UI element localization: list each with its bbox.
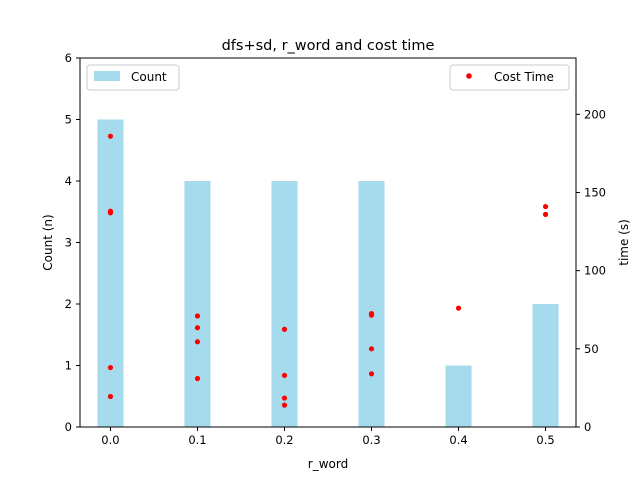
cost-time-point — [455, 305, 462, 311]
cost-time-point — [194, 339, 201, 345]
cost-time-point — [281, 402, 288, 408]
x-axis-ticks: 0.0 0.1 0.2 0.3 0.4 0.5 — [101, 427, 555, 447]
count-bar — [445, 365, 472, 427]
cost-time-point — [194, 375, 201, 382]
y-left-axis-ticks: 0 1 2 3 4 5 6 — [65, 51, 80, 434]
cost-time-point — [107, 393, 114, 400]
x-tick-label: 0.3 — [362, 433, 380, 447]
cost-time-point — [281, 395, 288, 401]
chart-title: dfs+sd, r_word and cost time — [222, 38, 435, 54]
y-right-tick-label: 50 — [584, 342, 599, 356]
legend-count-swatch — [94, 71, 120, 81]
y-left-tick-label: 0 — [65, 420, 72, 434]
cost-time-point — [368, 312, 375, 318]
y-right-axis-label: time (s) — [617, 219, 631, 266]
legend-count: Count — [86, 64, 180, 91]
cost-time-point — [107, 133, 114, 139]
legend-count-label: Count — [131, 70, 167, 84]
y-left-tick-label: 6 — [65, 51, 72, 65]
y-right-axis-ticks: 0 50 100 150 200 — [576, 107, 606, 434]
y-left-axis-label: Count (n) — [41, 214, 55, 270]
cost-time-point — [542, 211, 549, 217]
x-tick-label: 0.1 — [188, 433, 206, 447]
x-tick-label: 0.2 — [275, 433, 293, 447]
count-bar — [271, 181, 298, 427]
count-bar — [358, 181, 385, 427]
count-bar — [184, 181, 211, 427]
x-tick-label: 0.4 — [449, 433, 467, 447]
y-left-tick-label: 3 — [65, 236, 72, 250]
legend-cost-time: Cost Time — [449, 64, 570, 91]
y-right-tick-label: 150 — [584, 185, 606, 199]
cost-time-point — [107, 210, 114, 216]
cost-time-point — [542, 203, 549, 210]
cost-time-point — [107, 364, 114, 371]
x-axis-label: r_word — [308, 457, 348, 471]
count-bar — [97, 119, 124, 427]
y-left-tick-label: 2 — [65, 297, 72, 311]
cost-time-point — [194, 325, 201, 331]
legend-cost-time-marker — [466, 73, 472, 79]
scatter-series — [107, 133, 549, 408]
bar-series — [97, 119, 559, 427]
legend-cost-time-frame — [449, 64, 570, 91]
cost-time-point — [368, 346, 375, 352]
y-right-tick-label: 0 — [584, 420, 591, 434]
y-left-tick-label: 5 — [65, 113, 72, 127]
y-right-tick-label: 100 — [584, 264, 606, 278]
y-right-tick-label: 200 — [584, 107, 606, 121]
x-tick-label: 0.5 — [536, 433, 554, 447]
cost-time-point — [368, 371, 375, 377]
y-left-tick-label: 4 — [65, 174, 72, 188]
cost-time-point — [194, 313, 201, 319]
cost-time-point — [281, 326, 288, 332]
cost-time-point — [281, 372, 288, 379]
x-tick-label: 0.0 — [101, 433, 119, 447]
legend-cost-time-label: Cost Time — [494, 70, 554, 84]
y-left-tick-label: 1 — [65, 359, 72, 373]
count-bar — [532, 304, 559, 427]
